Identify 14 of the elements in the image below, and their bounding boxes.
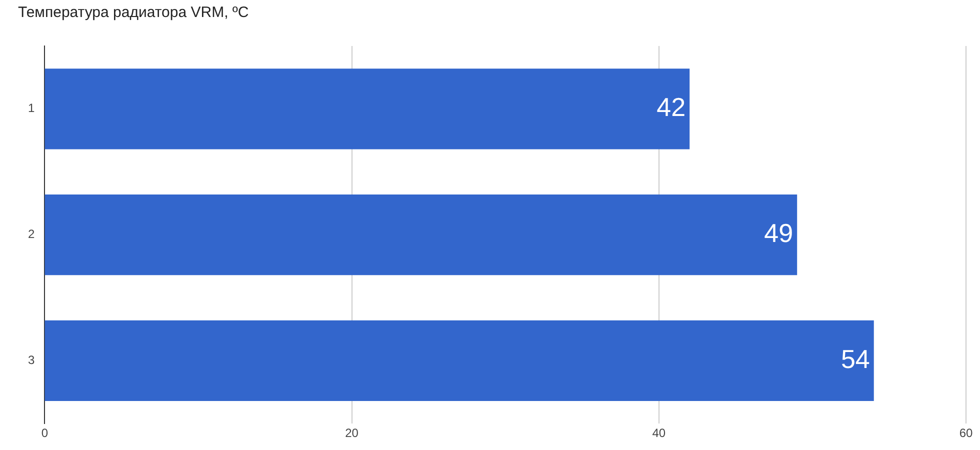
bar <box>44 194 798 276</box>
y-tick-label: 1 <box>28 101 35 116</box>
data-label: 42 <box>656 92 686 122</box>
x-tick-label: 20 <box>345 426 359 440</box>
x-tick-label: 40 <box>652 426 666 440</box>
y-tick-label: 2 <box>28 227 35 242</box>
data-label: 49 <box>764 218 794 248</box>
data-label: 54 <box>840 344 870 374</box>
bar <box>44 320 874 401</box>
y-tick-label: 3 <box>28 352 35 367</box>
chart-title: Температура радиатора VRM, ºC <box>18 4 249 22</box>
x-tick-label: 0 <box>41 426 48 440</box>
x-tick-label: 60 <box>959 426 973 440</box>
bar <box>44 68 690 150</box>
